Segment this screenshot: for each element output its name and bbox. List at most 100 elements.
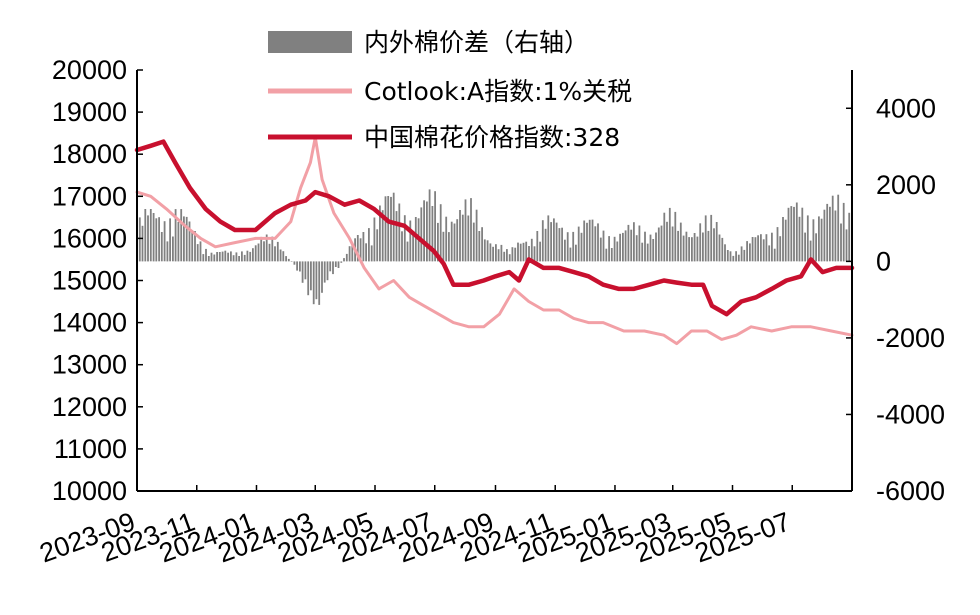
spread-bar [235,252,238,262]
spread-bar [199,241,202,262]
spread-bar [230,251,232,262]
spread-bar [238,256,240,262]
spread-bar [842,202,845,262]
spread-bar [826,203,829,262]
right-y-tick-label: -6000 [876,476,945,506]
left-y-tick-label: 17000 [52,181,127,211]
left-y-tick-label: 15000 [52,266,127,296]
spread-bar [522,242,525,262]
spread-bar [315,261,318,300]
spread-bar [605,248,608,262]
spread-bar [420,207,423,262]
spread-bar [726,250,729,262]
spread-bar [257,243,260,262]
spread-bar [497,249,500,262]
spread-bar [478,231,481,262]
spread-bar [475,209,478,262]
left-y-tick-label: 14000 [52,308,127,338]
spread-bar [762,239,765,262]
cotlook-a-index-line [135,135,854,346]
spread-bar [544,228,547,262]
spread-bar [365,243,367,262]
spread-bar [304,261,307,280]
spread-bar [500,244,503,262]
spread-bar [688,237,690,262]
spread-bar [323,261,326,283]
spread-bar [387,196,390,262]
spread-bar [566,232,569,262]
legend-swatch-spread [268,31,352,53]
spread-bar [793,206,795,262]
spread-bar [337,261,340,268]
spread-bar [715,222,718,262]
spread-bar [677,230,679,262]
spread-bar [205,248,207,262]
spread-bar [390,196,392,262]
spread-bar [732,255,735,262]
spread-bar [260,236,263,262]
spread-bar [514,247,517,262]
spread-bar [340,261,343,263]
spread-bar [276,241,279,262]
spread-bar [486,240,489,262]
spread-bar [619,233,621,262]
spread-bar [806,215,809,262]
left-y-tick-label: 13000 [52,350,127,380]
spread-bar [348,246,351,262]
spread-bar [177,221,180,262]
spread-bar [218,252,221,262]
spread-bar [707,230,710,262]
spread-bar [580,232,583,262]
spread-bar [782,217,784,262]
spread-bars-layer [136,189,853,305]
spread-bar [188,221,191,262]
spread-bar [591,219,594,262]
right-y-tick-label: 0 [876,246,891,276]
spread-bar [713,228,715,262]
spread-bar [180,209,183,262]
spread-bar [138,217,141,262]
legend-label-china: 中国棉花价格指数:328 [364,123,620,152]
spread-bar [699,223,702,262]
spread-bar [301,261,304,283]
spread-bar [721,237,724,262]
spread-bar [508,254,511,262]
spread-bar [194,231,196,262]
spread-bar [795,202,798,262]
spread-bar [285,256,287,262]
spread-bar [837,194,840,262]
right-y-tick-label: 4000 [876,93,936,123]
spread-bar [439,204,442,262]
spread-bar [221,251,224,262]
spread-bar [616,241,619,262]
spread-bar [724,244,726,262]
spread-bar [613,236,616,262]
spread-bar [569,247,572,262]
spread-bar [519,243,522,262]
spread-bar [343,258,345,262]
spread-bar [710,214,713,262]
spread-bar [183,216,185,262]
spread-bar [528,246,530,262]
spread-bar [489,243,492,262]
spread-bar [848,212,851,262]
spread-bar [541,220,544,262]
spread-bar [646,243,649,262]
spread-bar [668,207,671,262]
spread-bar [812,219,815,262]
spread-bar [558,228,561,262]
spread-bar [652,239,655,262]
spread-bar [307,261,310,296]
spread-bar [470,198,472,262]
spread-bar [401,231,403,262]
spread-bar [191,230,194,262]
spread-bar [263,241,265,262]
left-y-tick-label: 19000 [52,97,127,127]
spread-bar [356,235,359,262]
spread-bar [674,211,677,262]
spread-bar [414,217,417,262]
spread-bar [737,254,740,262]
spread-bar [575,244,577,262]
spread-bar [282,251,285,262]
spread-bar [773,248,776,262]
